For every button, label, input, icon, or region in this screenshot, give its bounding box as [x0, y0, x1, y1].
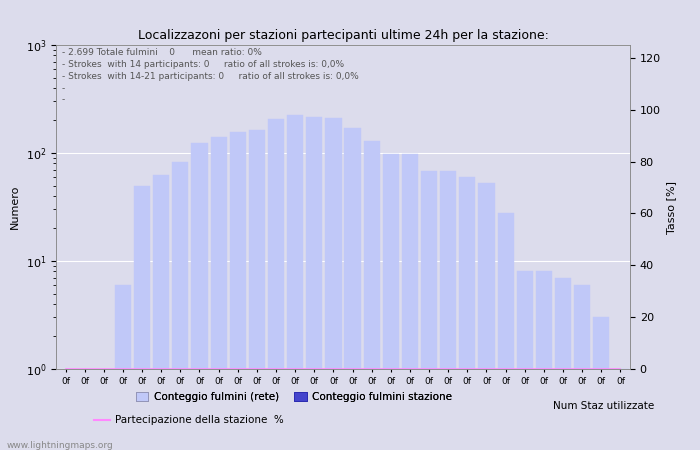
Bar [574, 285, 590, 450]
Bar [57, 379, 74, 450]
Y-axis label: Numero: Numero [10, 185, 20, 229]
Bar [478, 183, 495, 450]
Bar [536, 271, 552, 450]
Legend: Conteggio fulmini (rete), Conteggio fulmini stazione: Conteggio fulmini (rete), Conteggio fulm… [132, 388, 456, 406]
Bar [612, 369, 629, 450]
Text: - 2.699 Totale fulmini    0      mean ratio: 0%
- Strokes  with 14 participants:: - 2.699 Totale fulmini 0 mean ratio: 0% … [62, 48, 358, 104]
Bar [76, 379, 93, 450]
Legend: Partecipazione della stazione  %: Partecipazione della stazione % [90, 411, 288, 429]
Bar [593, 317, 610, 450]
Bar [555, 278, 571, 450]
Title: Localizzazoni per stazioni partecipanti ultime 24h per la stazione:: Localizzazoni per stazioni partecipanti … [138, 29, 548, 42]
Bar [191, 143, 208, 450]
Bar [498, 213, 514, 450]
Bar [268, 119, 284, 450]
Bar [344, 128, 360, 450]
Bar [402, 154, 418, 450]
Bar [440, 171, 456, 450]
Y-axis label: Tasso [%]: Tasso [%] [666, 180, 676, 234]
Text: www.lightningmaps.org: www.lightningmaps.org [7, 441, 113, 450]
Bar [287, 115, 303, 450]
Text: Num Staz utilizzate: Num Staz utilizzate [553, 401, 654, 411]
Bar [134, 185, 150, 450]
Bar [383, 154, 399, 450]
Bar [459, 177, 475, 450]
Bar [211, 137, 227, 450]
Bar [230, 132, 246, 450]
Bar [326, 118, 342, 450]
Bar [115, 285, 131, 450]
Bar [153, 176, 169, 450]
Bar [172, 162, 188, 450]
Bar [306, 117, 323, 450]
Bar [363, 141, 380, 450]
Bar [248, 130, 265, 450]
Bar [96, 379, 112, 450]
Bar [517, 271, 533, 450]
Bar [421, 171, 438, 450]
